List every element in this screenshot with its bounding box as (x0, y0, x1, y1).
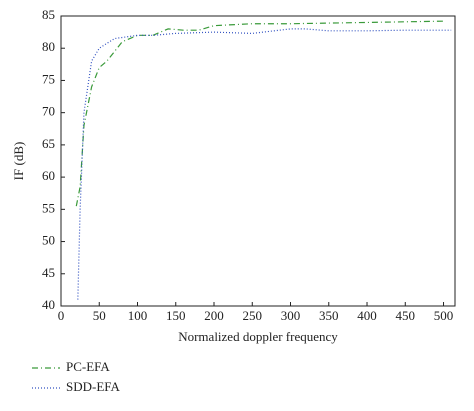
x-tick-label: 350 (319, 308, 339, 323)
x-tick-label: 150 (166, 308, 186, 323)
x-tick-label: 500 (434, 308, 454, 323)
x-tick-label: 200 (204, 308, 224, 323)
y-tick-label: 80 (42, 39, 55, 54)
x-tick-label: 250 (243, 308, 263, 323)
x-tick-label: 50 (93, 308, 106, 323)
y-tick-label: 70 (42, 104, 55, 119)
y-tick-label: 60 (42, 168, 55, 183)
y-axis-label: IF (dB) (11, 142, 26, 181)
x-tick-label: 100 (128, 308, 148, 323)
y-tick-label: 45 (42, 265, 55, 280)
x-axis-label: Normalized doppler frequency (178, 329, 338, 344)
legend-label: SDD-EFA (66, 379, 121, 394)
y-tick-label: 65 (42, 136, 55, 151)
legend-label: PC-EFA (66, 359, 110, 374)
x-tick-label: 300 (281, 308, 301, 323)
y-tick-label: 75 (42, 71, 55, 86)
plot-frame (60, 15, 456, 307)
series-line (75, 20, 444, 207)
series-line (77, 28, 452, 300)
x-tick-label: 0 (58, 308, 65, 323)
x-tick-label: 450 (396, 308, 416, 323)
y-tick-label: 50 (42, 233, 55, 248)
y-tick-label: 40 (42, 297, 55, 312)
x-tick-label: 400 (357, 308, 377, 323)
y-tick-label: 85 (42, 7, 55, 22)
y-tick-label: 55 (42, 200, 55, 215)
